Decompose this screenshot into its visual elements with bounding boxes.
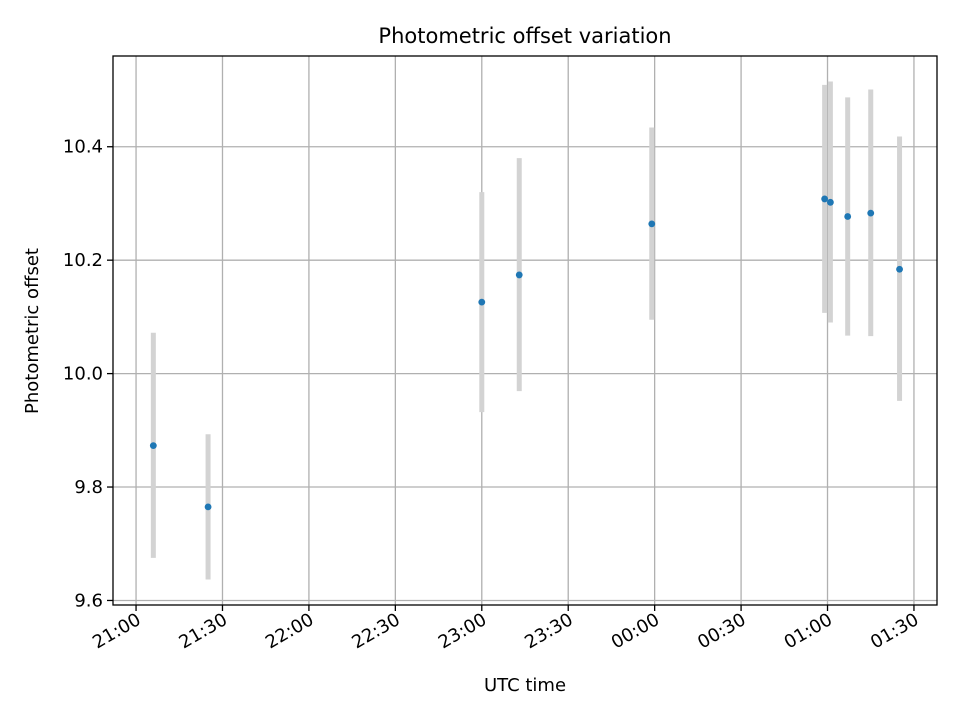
chart-title: Photometric offset variation (378, 24, 671, 48)
y-axis-title: Photometric offset (22, 248, 43, 414)
plot-frame (112, 55, 938, 606)
data-point (867, 209, 875, 217)
data-point (515, 271, 523, 279)
data-point (896, 265, 903, 273)
data-point (844, 213, 852, 220)
data-point (149, 442, 157, 450)
y-axis: 9.6 9.8 10.0 10.2 10.4 (63, 137, 113, 611)
y-tick-label: 10.2 (63, 250, 103, 271)
y-tick-label: 9.6 (74, 590, 103, 611)
data-point (826, 198, 834, 206)
y-tick-label: 9.8 (74, 477, 103, 498)
data-point (478, 298, 486, 306)
y-tick-label: 10.4 (63, 137, 103, 158)
data-point (648, 220, 656, 228)
grid (113, 56, 937, 605)
data-points (149, 195, 903, 511)
x-axis-title: UTC time (484, 675, 566, 696)
data-point (821, 195, 829, 203)
y-tick-label: 10.0 (63, 364, 103, 385)
data-point (204, 503, 212, 511)
